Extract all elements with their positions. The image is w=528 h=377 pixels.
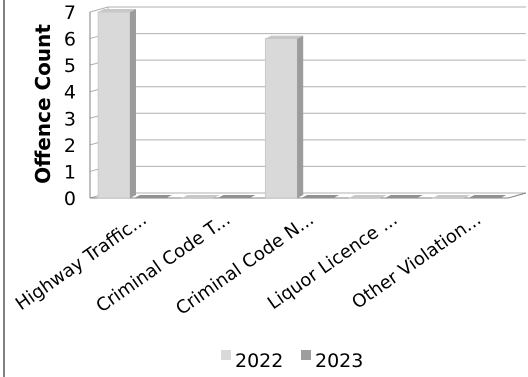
legend-swatch	[221, 350, 231, 360]
bar	[217, 195, 256, 199]
bar	[97, 9, 136, 199]
y-tick-label: 6	[64, 29, 76, 51]
gridlines	[89, 6, 526, 199]
y-tick-label: 4	[64, 82, 76, 104]
bar	[300, 195, 340, 199]
y-tick-labels: 0 1 2 3 4 5 6 7	[64, 2, 76, 210]
bar	[133, 195, 172, 199]
bar	[264, 35, 304, 199]
legend-item: 2022	[221, 350, 283, 372]
bar	[348, 195, 387, 199]
x-category-label: Criminal Code N...	[172, 209, 318, 320]
legend: 2022 2023	[221, 350, 363, 372]
bar	[384, 195, 423, 199]
legend-swatch	[301, 350, 311, 360]
bar	[432, 195, 471, 199]
y-tick-label: 0	[64, 188, 76, 210]
bar	[181, 195, 220, 199]
bar	[468, 195, 507, 199]
legend-label: 2022	[235, 350, 283, 372]
legend-item: 2023	[301, 350, 363, 372]
x-category-labels: Highway Traffic...Criminal Code T...Crim…	[12, 209, 485, 320]
y-tick-label: 2	[64, 135, 76, 157]
y-tick-label: 1	[64, 161, 76, 183]
legend-label: 2023	[315, 350, 363, 372]
plot-back-wall	[108, 7, 526, 193]
y-tick-label: 3	[64, 108, 76, 130]
y-tick-label: 5	[64, 55, 76, 77]
y-axis-title: Offence Count	[31, 24, 55, 184]
x-category-label: Criminal Code T...	[92, 209, 234, 317]
bars	[97, 9, 507, 199]
y-tick-label: 7	[64, 2, 76, 24]
